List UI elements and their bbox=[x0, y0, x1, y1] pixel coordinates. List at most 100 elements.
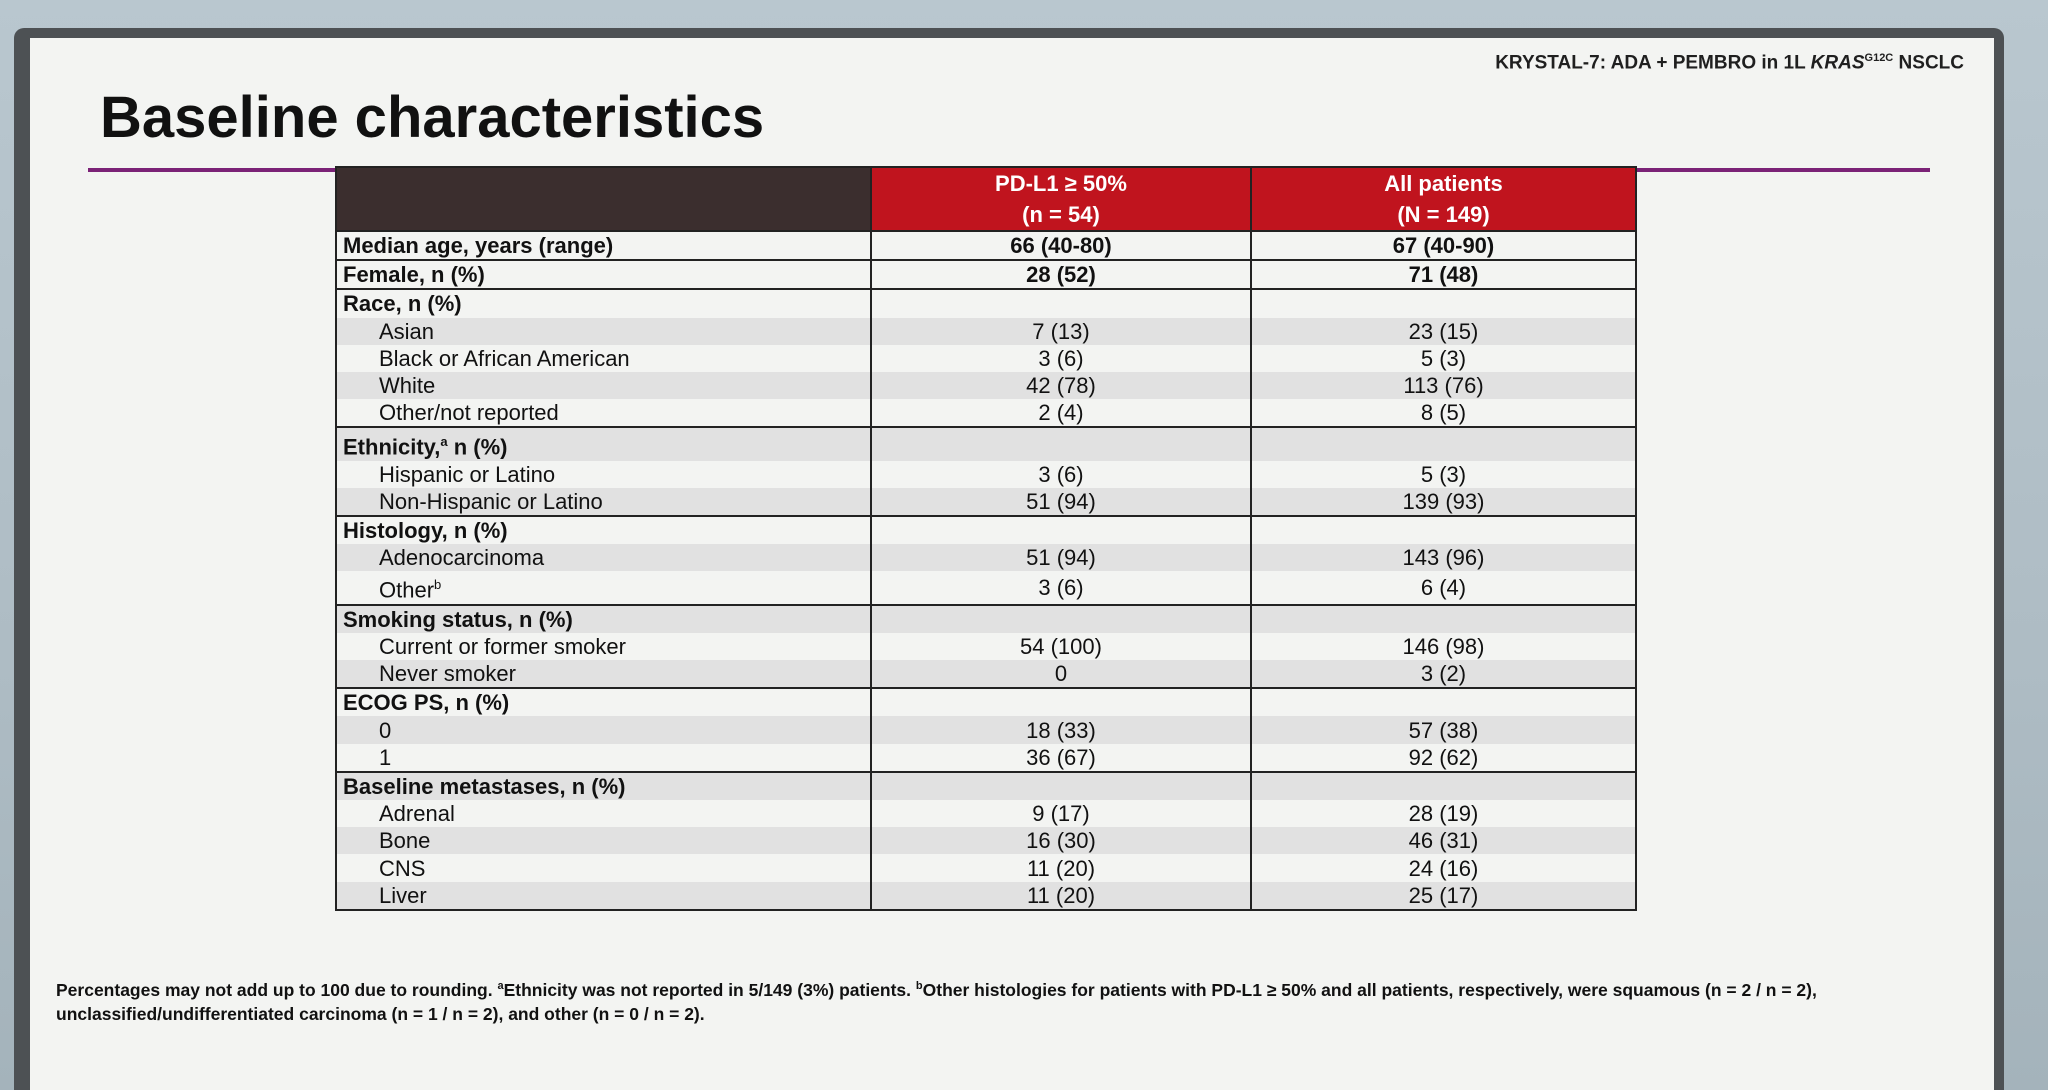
row-label-text: Black or African American bbox=[379, 345, 630, 371]
cell-pdl1: 66 (40-80) bbox=[871, 229, 1252, 261]
table-row: Histology, n (%) bbox=[335, 515, 1637, 545]
table-row: Asian 7 (13) 23 (15) bbox=[335, 317, 1637, 345]
cell-all-patients: 3 (2) bbox=[1251, 660, 1637, 689]
cell-all-patients bbox=[1251, 426, 1637, 461]
table-row: ECOG PS, n (%) bbox=[335, 687, 1637, 717]
study-tag-gene: KRAS bbox=[1810, 52, 1865, 74]
cell-all-patients bbox=[1251, 288, 1637, 318]
row-label-text: Ethnicity, bbox=[343, 434, 441, 460]
row-label-text: Race, n (%) bbox=[343, 291, 462, 317]
cell-all-patients: 143 (96) bbox=[1251, 544, 1637, 572]
cell-pdl1 bbox=[871, 603, 1252, 633]
row-label: Asian bbox=[335, 317, 872, 345]
study-tag-prefix: KRYSTAL-7: ADA + PEMBRO in 1L bbox=[1495, 52, 1811, 74]
cell-pdl1: 9 (17) bbox=[871, 800, 1252, 828]
row-label: Ethnicity,a n (%) bbox=[335, 426, 872, 461]
cell-all-patients bbox=[1251, 515, 1637, 545]
table-header-row: PD-L1 ≥ 50% (n = 54) All patients (N = 1… bbox=[335, 166, 1637, 232]
cell-pdl1: 18 (33) bbox=[871, 716, 1252, 744]
cell-pdl1: 51 (94) bbox=[871, 544, 1252, 572]
row-label-text: Asian bbox=[379, 318, 435, 344]
table-row: Baseline metastases, n (%) bbox=[335, 770, 1637, 801]
row-label-text: Histology, n (%) bbox=[343, 518, 508, 544]
footnote: Percentages may not add up to 100 due to… bbox=[56, 974, 1936, 1026]
table-row: Smoking status, n (%) bbox=[335, 603, 1637, 633]
row-label: Black or African American bbox=[335, 344, 872, 372]
cell-pdl1: 36 (67) bbox=[871, 743, 1252, 772]
row-label: Current or former smoker bbox=[335, 632, 872, 661]
row-label-text: Other bbox=[379, 577, 435, 603]
cell-all-patients: 8 (5) bbox=[1251, 399, 1637, 428]
table-row: Adenocarcinoma 51 (94) 143 (96) bbox=[335, 544, 1637, 572]
cell-all-patients: 67 (40-90) bbox=[1251, 229, 1637, 261]
table-row: 0 18 (33) 57 (38) bbox=[335, 716, 1637, 744]
row-label-text: CNS bbox=[379, 855, 426, 881]
cell-pdl1 bbox=[871, 770, 1252, 801]
row-label-text: Baseline metastases, n (%) bbox=[343, 773, 626, 799]
row-label-text: Other/not reported bbox=[379, 400, 559, 426]
footnote-part1: Percentages may not add up to 100 due to… bbox=[56, 979, 498, 1000]
cell-pdl1: 7 (13) bbox=[871, 317, 1252, 345]
table-row: Liver 11 (20) 25 (17) bbox=[335, 881, 1637, 911]
table-row: Current or former smoker 54 (100) 146 (98) bbox=[335, 632, 1637, 661]
footnote-part3: Other histologies for patients with PD-L… bbox=[56, 979, 1817, 1024]
cell-pdl1 bbox=[871, 288, 1252, 318]
cell-all-patients bbox=[1251, 603, 1637, 633]
cell-pdl1: 28 (52) bbox=[871, 259, 1252, 290]
study-tag-mutation: G12C bbox=[1864, 52, 1894, 64]
row-label-text: Bone bbox=[379, 828, 431, 854]
cell-all-patients: 25 (17) bbox=[1251, 881, 1637, 911]
cell-all-patients: 57 (38) bbox=[1251, 716, 1637, 744]
table-row: White 42 (78) 113 (76) bbox=[335, 371, 1637, 400]
row-label: CNS bbox=[335, 854, 872, 882]
row-label: Liver bbox=[335, 881, 872, 911]
footnote-part2: Ethnicity was not reported in 5/149 (3%)… bbox=[503, 979, 916, 1000]
column-header-pdl1-line2: (n = 54) bbox=[1022, 202, 1100, 227]
row-label: Hispanic or Latino bbox=[335, 460, 872, 488]
row-label: Race, n (%) bbox=[335, 288, 872, 318]
study-tag: KRYSTAL-7: ADA + PEMBRO in 1L KRASG12C N… bbox=[1495, 52, 1964, 74]
row-label: ECOG PS, n (%) bbox=[335, 687, 872, 717]
cell-pdl1: 3 (6) bbox=[871, 344, 1252, 372]
row-label-text: ECOG PS, n (%) bbox=[343, 690, 510, 716]
table-row: CNS 11 (20) 24 (16) bbox=[335, 854, 1637, 882]
row-label: Median age, years (range) bbox=[335, 229, 872, 261]
table-row: Race, n (%) bbox=[335, 288, 1637, 318]
row-label: Other/not reported bbox=[335, 399, 872, 428]
column-header-all-line1: All patients bbox=[1384, 171, 1503, 196]
cell-pdl1 bbox=[871, 515, 1252, 545]
row-label-text: Liver bbox=[379, 882, 427, 908]
row-label-text: Current or former smoker bbox=[379, 634, 626, 659]
row-label-text: White bbox=[379, 373, 436, 399]
cell-all-patients bbox=[1251, 770, 1637, 801]
row-label-text: Adrenal bbox=[379, 801, 455, 827]
row-label: White bbox=[335, 371, 872, 400]
row-label: Female, n (%) bbox=[335, 259, 872, 290]
cell-all-patients: 5 (3) bbox=[1251, 460, 1637, 488]
cell-pdl1 bbox=[871, 426, 1252, 461]
row-label-text: Smoking status, n (%) bbox=[343, 606, 573, 632]
cell-all-patients: 23 (15) bbox=[1251, 317, 1637, 345]
cell-pdl1 bbox=[871, 687, 1252, 717]
row-label: Bone bbox=[335, 827, 872, 855]
table-row: Bone 16 (30) 46 (31) bbox=[335, 827, 1637, 855]
cell-pdl1: 3 (6) bbox=[871, 460, 1252, 488]
cell-all-patients: 146 (98) bbox=[1251, 632, 1637, 661]
cell-pdl1: 11 (20) bbox=[871, 854, 1252, 882]
cell-pdl1: 54 (100) bbox=[871, 632, 1252, 661]
row-label: Smoking status, n (%) bbox=[335, 603, 872, 633]
cell-all-patients: 71 (48) bbox=[1251, 259, 1637, 290]
table-row: Other/not reported 2 (4) 8 (5) bbox=[335, 399, 1637, 428]
row-label-suffix: n (%) bbox=[447, 434, 508, 460]
cell-all-patients: 6 (4) bbox=[1251, 571, 1637, 605]
cell-all-patients: 113 (76) bbox=[1251, 371, 1637, 400]
row-label: Baseline metastases, n (%) bbox=[335, 770, 872, 801]
cell-all-patients: 28 (19) bbox=[1251, 800, 1637, 828]
study-tag-suffix: NSCLC bbox=[1893, 52, 1964, 74]
row-label: 0 bbox=[335, 716, 872, 744]
row-label: Never smoker bbox=[335, 660, 872, 689]
row-label: Adrenal bbox=[335, 800, 872, 828]
cell-all-patients: 5 (3) bbox=[1251, 344, 1637, 372]
baseline-table: PD-L1 ≥ 50% (n = 54) All patients (N = 1… bbox=[335, 166, 1637, 911]
table-row: Ethnicity,a n (%) bbox=[335, 426, 1637, 461]
